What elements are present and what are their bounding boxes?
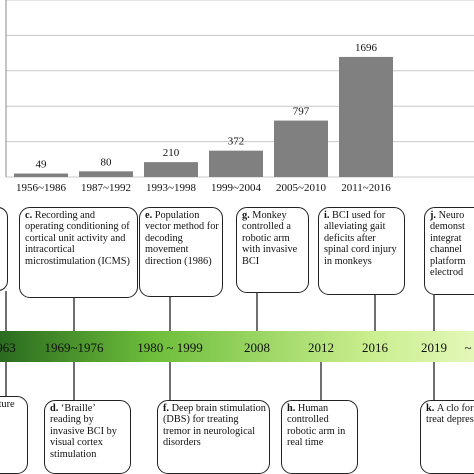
event-letter: k. [426,403,437,414]
event-text: Population vector method for decoding mo… [145,210,219,267]
bar-chart: 49 80 210 372 797 1696 1956~1986 1987~1992 1993… [5,0,474,194]
timeline-year: 1969~1976 [44,340,104,355]
event-text: Recording and operating conditioning of … [25,210,130,267]
event-letter: i. [324,210,333,221]
timeline: 963 1969~1976 1980 ~ 1999 2008 2012 2016 2019 ~ [0,291,474,400]
bar [14,173,68,177]
timeline-year: 1980 ~ 1999 [137,340,203,355]
event-letter: f. [163,403,172,414]
timeline-year: ~ [464,340,471,355]
event-box-bottom: k. A clo for treat depressi [420,400,474,474]
event-box-bottom: d. ‘Braille’ reading by invasive BCI by … [44,400,131,474]
event-text: cture [0,399,15,410]
timeline-year: 2016 [362,340,389,355]
x-tick-label: 2005~2010 [276,182,326,194]
bar-value-label: 797 [293,106,310,118]
event-text: BCI used for alleviating gait deficits a… [324,210,397,267]
bar-value-label: 210 [163,147,180,159]
timeline-year: 963 [0,340,16,355]
bar [274,120,328,177]
event-box-bottom: cture [0,396,28,474]
event-box-top: e. Population vector method for decoding… [139,207,223,297]
event-text: Neuro demonst integrat channel platform … [430,210,466,279]
bar-value-label: 49 [36,159,48,171]
event-connectors [5,291,435,400]
bar-value-label: 80 [101,156,113,168]
event-letter: e. [145,210,155,221]
bar [339,56,393,177]
event-letter: j. [430,210,439,221]
event-box-bottom: f. Deep brain stimulation (DBS) for trea… [157,400,270,474]
x-tick-label: 1993~1998 [146,182,196,194]
x-tick-label: 2011~2016 [341,182,391,194]
event-box-top: j. Neuro demonst integrat channel platfo… [424,207,474,295]
event-text: Human controlled robotic arm in real tim… [287,403,346,449]
bar-value-label: 1696 [355,42,378,54]
bar [144,162,198,177]
event-box-bottom: h. Human controlled robotic arm in real … [281,400,358,474]
event-letter: h. [287,403,298,414]
event-box-top [0,207,8,291]
event-box-top: i. BCI used for alleviating gait deficit… [318,207,405,295]
event-text: A clo for treat depressi [426,403,474,426]
x-tick-label: 1999~2004 [211,182,261,194]
x-tick-labels: 1956~1986 1987~1992 1993~1998 1999~2004 2005… [16,182,391,194]
timeline-year: 2008 [244,340,270,355]
event-letter: g. [242,210,253,221]
x-tick-label: 1956~1986 [16,182,66,194]
timeline-year: 2019 [421,340,447,355]
event-letter: d. [50,403,61,414]
chart-gridlines [6,0,474,178]
bar [79,171,133,177]
event-text: Deep brain stimulation (DBS) for treatin… [163,403,266,449]
event-letter: c. [25,210,35,221]
bar-group [14,56,393,177]
event-text: Monkey controlled a robotic arm with inv… [242,210,298,267]
event-box-top: g. Monkey controlled a robotic arm with … [236,207,309,293]
timeline-year-labels: 963 1969~1976 1980 ~ 1999 2008 2012 2016 2019 ~ [0,340,472,355]
timeline-band [0,331,474,362]
x-tick-label: 1987~1992 [81,182,131,194]
event-text: ‘Braille’ reading by invasive BCI by vis… [50,403,117,460]
event-box-top: c. Recording and operating conditioning … [19,207,138,298]
timeline-year: 2012 [308,340,334,355]
bar [209,150,263,177]
value-labels: 49 80 210 372 797 1696 [36,42,378,171]
bar-value-label: 372 [228,136,245,148]
